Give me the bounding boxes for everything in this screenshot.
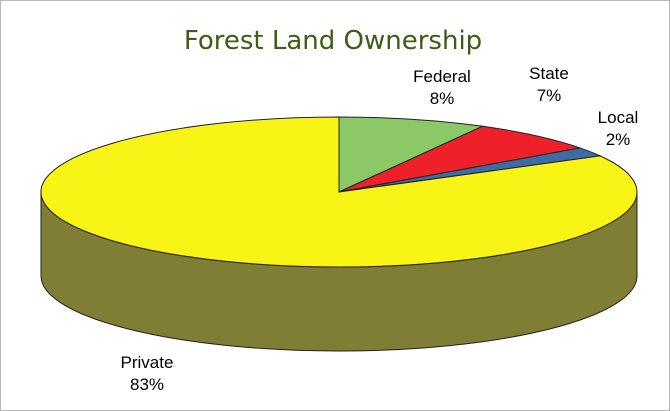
pie-labels: Federal 8% State 7% Local 2% Private 83% bbox=[121, 64, 639, 394]
slice-category-label: Private bbox=[121, 353, 174, 372]
pie-slice-private bbox=[40, 116, 638, 268]
pie-top bbox=[40, 116, 638, 268]
slice-value-label: 7% bbox=[537, 86, 562, 105]
pie-slice-state bbox=[338, 125, 583, 193]
slice-label-private: Private 83% bbox=[121, 353, 174, 394]
slice-value-label: 8% bbox=[430, 89, 455, 108]
slice-category-label: Local bbox=[598, 108, 639, 127]
slice-label-local: Local 2% bbox=[598, 108, 639, 149]
slice-label-state: State 7% bbox=[529, 64, 569, 105]
slice-category-label: Federal bbox=[413, 67, 471, 86]
chart-title: Forest Land Ownership bbox=[184, 26, 482, 56]
pie-slice-federal bbox=[338, 116, 485, 193]
slice-value-label: 2% bbox=[606, 130, 631, 149]
slice-category-label: State bbox=[529, 64, 569, 83]
slice-value-label: 83% bbox=[130, 375, 164, 394]
slice-label-federal: Federal 8% bbox=[413, 67, 471, 108]
